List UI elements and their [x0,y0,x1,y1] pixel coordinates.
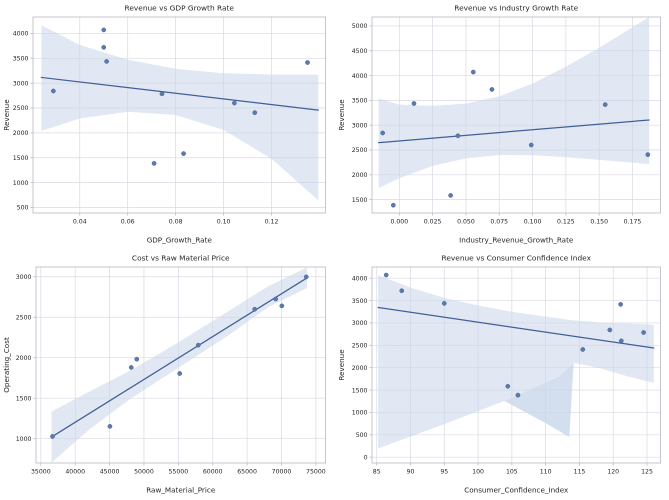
svg-text:90: 90 [406,469,414,476]
svg-text:120: 120 [607,469,619,476]
svg-text:0: 0 [363,454,367,461]
chart-title: Revenue vs GDP Growth Rate [125,4,235,13]
svg-text:60000: 60000 [203,469,223,476]
chart-title: Revenue vs Consumer Confidence Index [441,254,591,263]
svg-text:55000: 55000 [168,469,188,476]
svg-text:2000: 2000 [13,130,29,137]
svg-text:0.12: 0.12 [265,219,279,226]
svg-text:65000: 65000 [237,469,257,476]
svg-text:3500: 3500 [351,98,367,105]
svg-text:0.150: 0.150 [590,219,608,226]
svg-text:85: 85 [372,469,380,476]
svg-text:1500: 1500 [351,197,367,204]
y-axis-label: Operating_Cost [2,337,11,393]
svg-text:1000: 1000 [351,410,367,417]
chart-panel-revenue-vs-industry-growth-rate: 0.000 0.025 0.050 0.075 0.100 0.125 0.150 0.175… [335,0,669,250]
svg-text:2000: 2000 [351,365,367,372]
chart-title: Cost vs Raw Material Price [132,254,230,263]
svg-text:0.175: 0.175 [623,219,641,226]
svg-text:35000: 35000 [31,469,51,476]
svg-text:3500: 3500 [13,55,29,62]
svg-text:2000: 2000 [351,172,367,179]
svg-text:3000: 3000 [13,80,29,87]
x-axis-label: Raw_Material_Price [146,486,216,495]
svg-text:500: 500 [355,432,367,439]
svg-text:0.000: 0.000 [390,219,408,226]
svg-text:0.04: 0.04 [73,219,87,226]
y-axis-label: Revenue [2,99,11,131]
svg-text:3500: 3500 [351,298,367,305]
svg-text:2500: 2500 [13,105,29,112]
svg-text:2000: 2000 [16,355,32,362]
svg-text:3000: 3000 [351,320,367,327]
svg-text:105: 105 [505,469,517,476]
chart-title: Revenue vs Industry Growth Rate [454,4,578,13]
svg-text:0.125: 0.125 [557,219,575,226]
svg-text:75000: 75000 [306,469,326,476]
svg-text:1000: 1000 [13,180,29,187]
x-axis-label: Consumer_Confidence_Index [464,486,569,495]
svg-text:0.050: 0.050 [457,219,475,226]
svg-text:4500: 4500 [351,48,367,55]
svg-text:2500: 2500 [351,147,367,154]
svg-text:1500: 1500 [16,395,32,402]
svg-text:125: 125 [641,469,653,476]
svg-text:4000: 4000 [351,73,367,80]
svg-text:0.100: 0.100 [523,219,541,226]
svg-text:1500: 1500 [13,155,29,162]
chart-panel-cost-vs-raw-material-price: 35000 40000 45000 50000 55000 60000 65000 70000… [0,250,335,500]
svg-text:2500: 2500 [16,314,32,321]
svg-text:115: 115 [573,469,585,476]
svg-text:1000: 1000 [16,436,32,443]
svg-text:50000: 50000 [134,469,154,476]
svg-text:100: 100 [472,469,484,476]
chart-panel-revenue-vs-consumer-confidence-index: 85 90 95 100 105 110 115 120 125 0 500 1000 1500 2000… [335,250,669,500]
svg-text:2500: 2500 [351,343,367,350]
svg-text:110: 110 [539,469,551,476]
svg-text:45000: 45000 [100,469,120,476]
x-axis-label: GDP_Growth_Rate [147,236,213,245]
svg-text:4000: 4000 [351,275,367,282]
y-axis-label: Revenue [337,99,346,131]
svg-text:0.06: 0.06 [121,219,135,226]
svg-text:3000: 3000 [16,274,32,281]
svg-text:40000: 40000 [65,469,85,476]
svg-text:4000: 4000 [13,31,29,38]
svg-text:0.08: 0.08 [169,219,183,226]
x-axis-label: Industry_Revenue_Growth_Rate [459,236,574,245]
svg-text:1500: 1500 [351,387,367,394]
svg-text:95: 95 [440,469,448,476]
svg-text:500: 500 [17,205,29,212]
svg-text:5000: 5000 [351,23,367,30]
svg-text:70000: 70000 [272,469,292,476]
svg-text:0.10: 0.10 [217,219,231,226]
svg-text:0.025: 0.025 [423,219,441,226]
y-axis-label: Revenue [337,349,346,381]
svg-text:3000: 3000 [351,122,367,129]
svg-text:0.075: 0.075 [490,219,508,226]
chart-panel-revenue-vs-gdp-growth-rate: 0.04 0.06 0.08 0.10 0.12 500 1000 1500 2000 2500 3… [0,0,335,250]
